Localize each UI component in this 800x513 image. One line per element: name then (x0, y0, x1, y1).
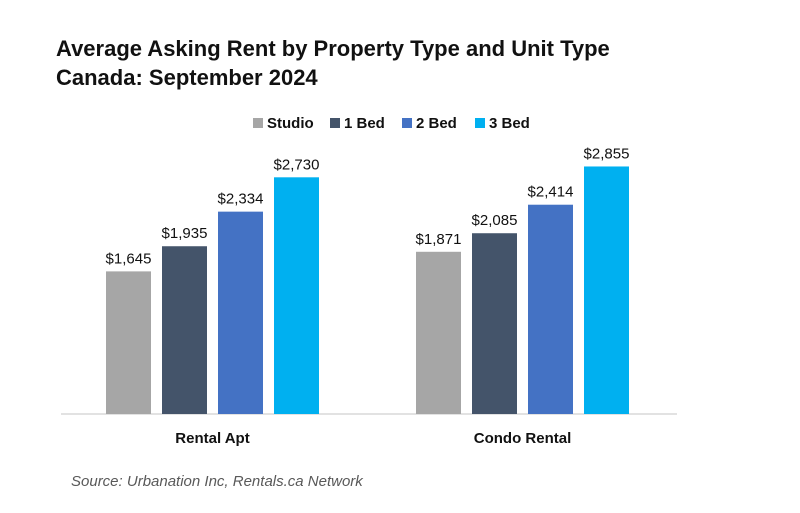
legend-swatch-3-bed (475, 118, 485, 128)
value-label-3-bed-rental-apt: $2,730 (274, 156, 320, 173)
value-labels-group: $1,645 $1,935 $2,334 $2,730 $1,871 $2,085 $2,4… (106, 145, 630, 267)
bar-2-bed-rental-apt (218, 211, 263, 414)
bar-1-bed-rental-apt (162, 246, 207, 414)
chart-legend: Studio 1 Bed 2 Bed 3 Bed (0, 113, 800, 133)
bar-3-bed-condo-rental (584, 166, 629, 414)
value-label-studio-rental-apt: $1,645 (106, 250, 152, 267)
legend-item-1-bed: 1 Bed (330, 113, 385, 133)
legend-label-2-bed: 2 Bed (416, 114, 457, 132)
legend-label-3-bed: 3 Bed (489, 114, 530, 132)
source-note: Source: Urbanation Inc, Rentals.ca Netwo… (71, 473, 363, 490)
bar-studio-condo-rental (416, 251, 461, 414)
value-label-1-bed-rental-apt: $1,935 (162, 225, 208, 242)
chart-title: Average Asking Rent by Property Type and… (56, 36, 610, 61)
legend-item-studio: Studio (253, 113, 314, 133)
value-label-2-bed-condo-rental: $2,414 (528, 184, 574, 201)
value-label-3-bed-condo-rental: $2,855 (584, 145, 630, 162)
legend-swatch-2-bed (402, 118, 412, 128)
value-label-1-bed-condo-rental: $2,085 (472, 212, 518, 229)
category-label-rental-apt: Rental Apt (175, 430, 249, 447)
value-label-studio-condo-rental: $1,871 (416, 231, 462, 248)
bars-group (106, 166, 629, 414)
legend-item-2-bed: 2 Bed (402, 113, 457, 133)
legend-swatch-studio (253, 118, 263, 128)
bar-2-bed-condo-rental (528, 204, 573, 414)
bar-3-bed-rental-apt (274, 177, 319, 414)
legend-label-studio: Studio (267, 114, 314, 132)
value-label-2-bed-rental-apt: $2,334 (218, 191, 264, 208)
bar-studio-rental-apt (106, 271, 151, 414)
bar-1-bed-condo-rental (472, 233, 517, 414)
legend-item-3-bed: 3 Bed (475, 113, 530, 133)
category-labels-group: Rental Apt Condo Rental (175, 430, 571, 447)
legend-swatch-1-bed (330, 118, 340, 128)
chart-subtitle: Canada: September 2024 (56, 65, 318, 90)
legend-label-1-bed: 1 Bed (344, 114, 385, 132)
chart-title-block: Average Asking Rent by Property Type and… (56, 34, 610, 92)
category-label-condo-rental: Condo Rental (474, 430, 572, 447)
